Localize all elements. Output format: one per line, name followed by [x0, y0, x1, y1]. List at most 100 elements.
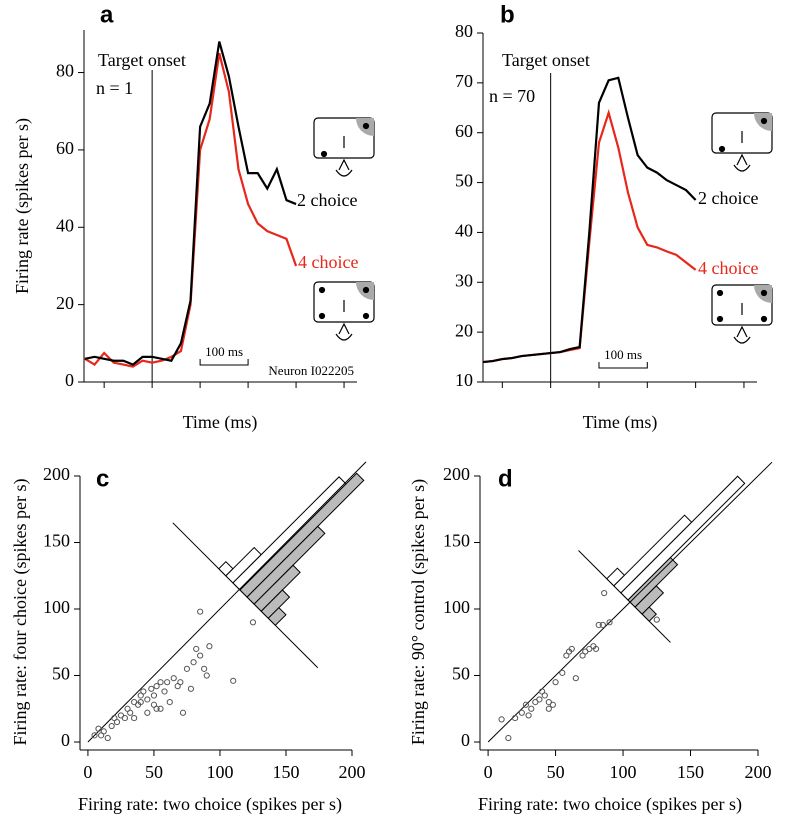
- point: [144, 709, 151, 716]
- y-tick-label: 60: [455, 121, 473, 141]
- y-tick-label: 50: [52, 664, 70, 684]
- point: [536, 696, 543, 703]
- y-tick-label: 150: [43, 531, 70, 551]
- scale-bar: [199, 359, 249, 366]
- x-tick-label: 100: [206, 762, 233, 782]
- series-line: [84, 52, 298, 368]
- y-tick-label: 0: [65, 370, 74, 390]
- point: [498, 716, 505, 723]
- panel-label: b: [500, 1, 515, 28]
- point: [121, 714, 128, 722]
- point: [164, 679, 171, 686]
- point: [568, 645, 575, 653]
- y-tick-label: 200: [43, 464, 70, 484]
- series-line: [482, 76, 697, 364]
- point: [197, 652, 204, 659]
- y-tick-label: 100: [43, 597, 70, 617]
- y-tick-label: 20: [56, 293, 74, 313]
- y-tick-label: 10: [455, 370, 473, 390]
- y-tick-label: 30: [455, 270, 473, 290]
- point: [140, 688, 147, 695]
- y-tick-label: 50: [452, 664, 470, 684]
- point: [131, 714, 138, 722]
- point: [197, 608, 204, 615]
- x-axis-label: Firing rate: two choice (spikes per s): [78, 794, 342, 815]
- x-axis-label: Time (ms): [583, 412, 658, 433]
- x-tick-label: 0: [484, 762, 493, 782]
- panel-label: d: [498, 465, 513, 492]
- y-axis-label: Firing rate: four choice (spikes per s): [10, 479, 31, 746]
- x-tick-label: 0: [83, 762, 92, 782]
- panel-label: a: [100, 1, 114, 28]
- x-tick-label: 150: [677, 762, 704, 782]
- x-tick-label: 100: [610, 762, 637, 782]
- point: [559, 669, 566, 676]
- y-tick-label: 200: [443, 464, 470, 484]
- point: [653, 616, 660, 623]
- y-tick-label: 150: [443, 531, 470, 551]
- x-tick-label: 150: [272, 762, 299, 782]
- icons: [172, 112, 773, 669]
- unity-line: [487, 461, 773, 743]
- annotation: Target onset: [98, 50, 186, 70]
- point: [249, 619, 257, 626]
- point: [595, 621, 602, 629]
- point: [144, 696, 151, 703]
- point: [104, 734, 111, 742]
- point: [572, 675, 579, 682]
- point: [552, 679, 559, 686]
- scale-bar-label: 100 ms: [604, 347, 642, 362]
- series-label: 2 choice: [698, 188, 758, 208]
- point: [505, 734, 512, 742]
- x-tick-label: 200: [745, 762, 772, 782]
- annotation: Neuron I022205: [268, 363, 354, 378]
- point: [166, 699, 173, 706]
- y-axis-label: Firing rate: 90° control (spikes per s): [408, 479, 429, 745]
- point: [157, 679, 164, 686]
- point: [100, 728, 107, 735]
- point: [606, 619, 613, 626]
- annotation: Target onset: [502, 50, 590, 70]
- series-label: 2 choice: [297, 190, 357, 210]
- point: [161, 688, 168, 695]
- y-tick-label: 70: [455, 71, 473, 91]
- x-tick-label: 50: [547, 762, 565, 782]
- point: [599, 621, 606, 629]
- point: [528, 705, 535, 712]
- point: [522, 701, 529, 708]
- x-tick-label: 200: [339, 762, 366, 782]
- point: [592, 645, 600, 653]
- scale-bar: [598, 362, 648, 369]
- point: [157, 705, 164, 712]
- series-line: [84, 41, 297, 366]
- point: [187, 685, 195, 692]
- point: [153, 705, 160, 712]
- annotation: n = 70: [489, 86, 535, 106]
- point: [601, 589, 608, 597]
- point: [153, 683, 160, 690]
- x-axis-label: Time (ms): [183, 412, 258, 433]
- point: [137, 699, 144, 706]
- point: [190, 659, 197, 666]
- point: [518, 709, 525, 716]
- point: [113, 718, 121, 726]
- y-tick-label: 60: [56, 138, 74, 158]
- x-axis-label: Firing rate: two choice (spikes per s): [478, 794, 742, 815]
- y-axis-label: Firing rate (spikes per s): [12, 118, 33, 294]
- point: [230, 677, 237, 684]
- panel-label: c: [96, 465, 109, 492]
- point: [108, 722, 115, 730]
- point: [206, 643, 213, 650]
- series-label: 4 choice: [298, 252, 358, 272]
- y-tick-label: 80: [56, 61, 74, 81]
- point: [91, 732, 98, 739]
- point: [127, 709, 134, 716]
- y-tick-label: 40: [455, 221, 473, 241]
- scale-bar-label: 100 ms: [205, 344, 243, 359]
- point: [183, 665, 191, 672]
- point: [95, 725, 102, 732]
- point: [148, 685, 155, 692]
- y-tick-label: 20: [455, 320, 473, 340]
- x-tick-label: 50: [145, 762, 163, 782]
